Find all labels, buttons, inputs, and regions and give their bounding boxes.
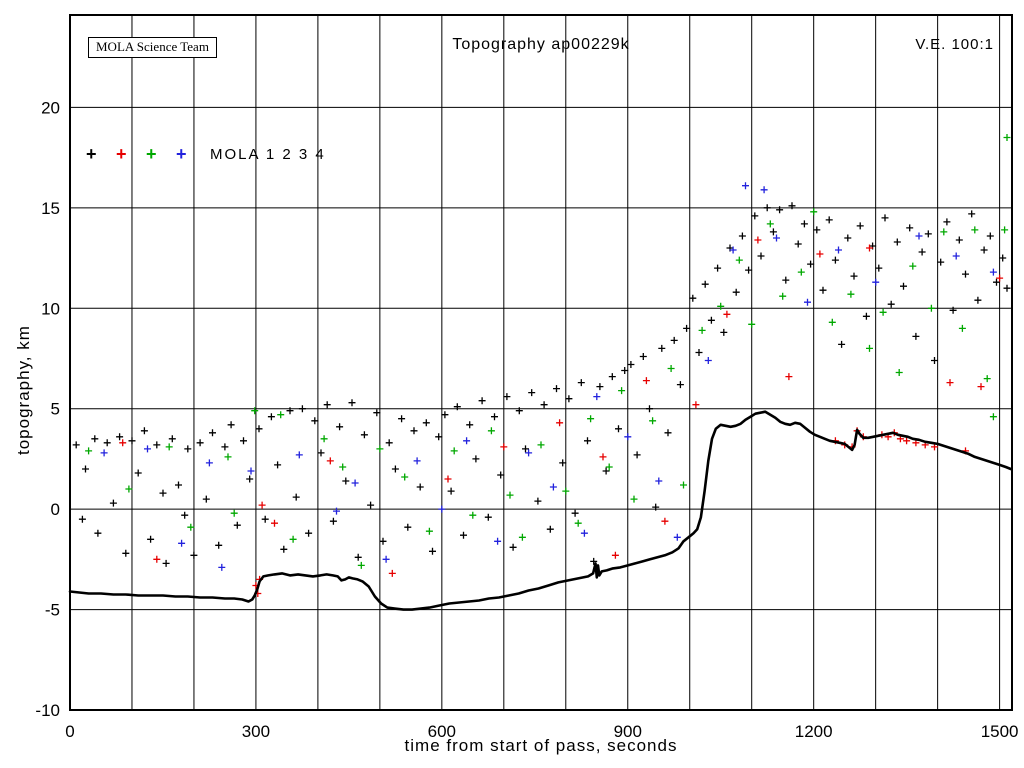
y-tick-label: 15 — [41, 199, 60, 218]
legend-marker-mola1-icon: + — [86, 144, 97, 164]
y-tick-label: 5 — [51, 400, 60, 419]
chart-title: Topography ap00229k — [452, 36, 630, 53]
y-tick-label: 20 — [41, 98, 60, 117]
scatter-series-mola-3 — [85, 134, 1011, 569]
legend-marker-mola2-icon: + — [116, 144, 127, 164]
legend-label: MOLA 1 2 3 4 — [210, 145, 326, 163]
plot-frame — [69, 14, 1013, 711]
scatter-series-mola-1 — [72, 202, 1011, 567]
y-axis-label: topography, km — [14, 325, 33, 455]
x-tick-label: 300 — [242, 722, 270, 741]
vertical-exaggeration-label: V.E. 100:1 — [915, 36, 994, 53]
x-tick-label: 0 — [65, 722, 74, 741]
y-tick-label: 0 — [51, 500, 60, 519]
y-tick-label: -5 — [45, 601, 60, 620]
y-tick-label: -10 — [35, 701, 60, 720]
x-tick-label: 1200 — [795, 722, 833, 741]
x-tick-label: 600 — [428, 722, 456, 741]
legend: + + + + MOLA 1 2 3 4 — [86, 144, 326, 164]
credit-box: MOLA Science Team — [88, 37, 217, 58]
scatter-series-mola-4 — [100, 182, 997, 571]
y-tick-label: 10 — [41, 299, 60, 318]
x-axis-label: time from start of pass, seconds — [404, 736, 678, 755]
line-series-ground-track — [68, 410, 1013, 611]
legend-marker-mola3-icon: + — [146, 144, 157, 164]
scatter-series-mola-2 — [119, 236, 1004, 597]
legend-marker-mola4-icon: + — [176, 144, 187, 164]
x-tick-label: 1500 — [981, 722, 1019, 741]
x-tick-label: 900 — [614, 722, 642, 741]
